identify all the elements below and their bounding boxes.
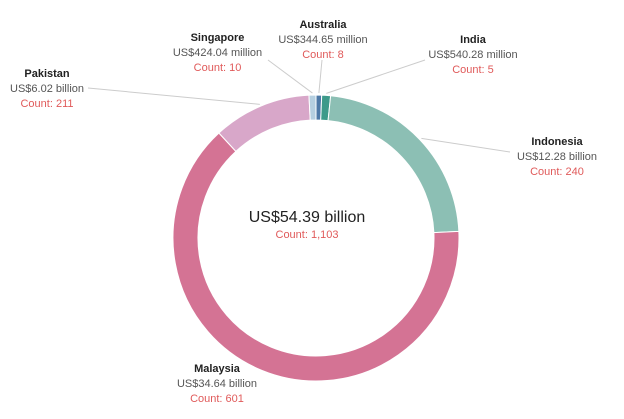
slice-name: Pakistan	[24, 68, 70, 80]
slice-name: Australia	[299, 19, 347, 31]
label-australia: Australia US$344.65 million Count: 8	[268, 18, 378, 63]
leader-line-indonesia	[421, 137, 511, 153]
total-amount: US$54.39 billion	[248, 209, 366, 226]
label-singapore: Singapore US$424.04 million Count: 10	[160, 31, 275, 76]
donut-slices	[172, 94, 460, 382]
slice-count: Count: 211	[20, 98, 74, 110]
slice-name: Indonesia	[531, 136, 583, 148]
slice-amount: US$540.28 million	[428, 49, 518, 61]
slice-amount: US$6.02 billion	[10, 83, 84, 95]
label-pakistan: Pakistan US$6.02 billion Count: 211	[2, 67, 92, 112]
slice-count: Count: 10	[193, 62, 242, 74]
leader-lines	[87, 59, 511, 153]
label-malaysia: Malaysia US$34.64 billion Count: 601	[162, 362, 272, 407]
slice-amount: US$424.04 million	[172, 47, 263, 59]
slice-count: Count: 601	[190, 393, 244, 405]
slice-pakistan[interactable]	[218, 94, 311, 153]
slice-name: Malaysia	[194, 363, 240, 375]
slice-amount: US$12.28 billion	[516, 151, 598, 163]
slice-amount: US$344.65 million	[278, 34, 368, 46]
leader-line-india	[326, 59, 426, 94]
label-india: India US$540.28 million Count: 5	[418, 33, 528, 78]
slice-malaysia[interactable]	[172, 132, 460, 382]
leader-line-singapore	[267, 59, 313, 94]
slice-amount: US$34.64 billion	[176, 378, 258, 390]
slice-name: Singapore	[190, 32, 245, 44]
total-count: Count: 1,103	[275, 229, 339, 241]
leader-line-australia	[318, 59, 323, 94]
label-indonesia: Indonesia US$12.28 billion Count: 240	[507, 135, 607, 180]
slice-count: Count: 5	[452, 64, 494, 76]
slice-singapore[interactable]	[308, 94, 317, 121]
slice-name: India	[460, 34, 486, 46]
slice-count: Count: 8	[302, 49, 344, 61]
slice-count: Count: 240	[530, 166, 584, 178]
leader-line-pakistan	[87, 87, 260, 105]
donut-center: US$54.39 billion Count: 1,103	[207, 208, 407, 243]
